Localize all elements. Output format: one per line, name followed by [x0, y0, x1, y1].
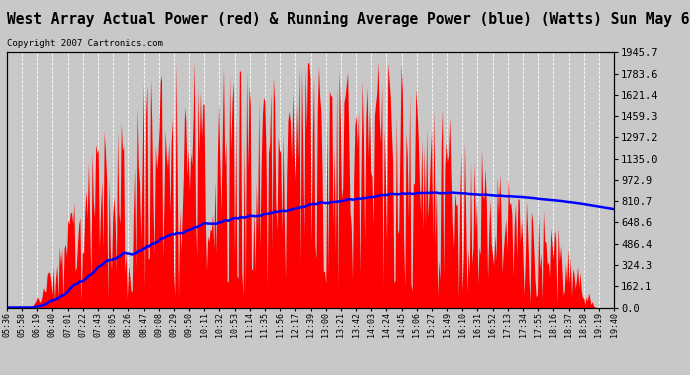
- Text: West Array Actual Power (red) & Running Average Power (blue) (Watts) Sun May 6 1: West Array Actual Power (red) & Running …: [7, 11, 690, 27]
- Text: Copyright 2007 Cartronics.com: Copyright 2007 Cartronics.com: [7, 39, 163, 48]
